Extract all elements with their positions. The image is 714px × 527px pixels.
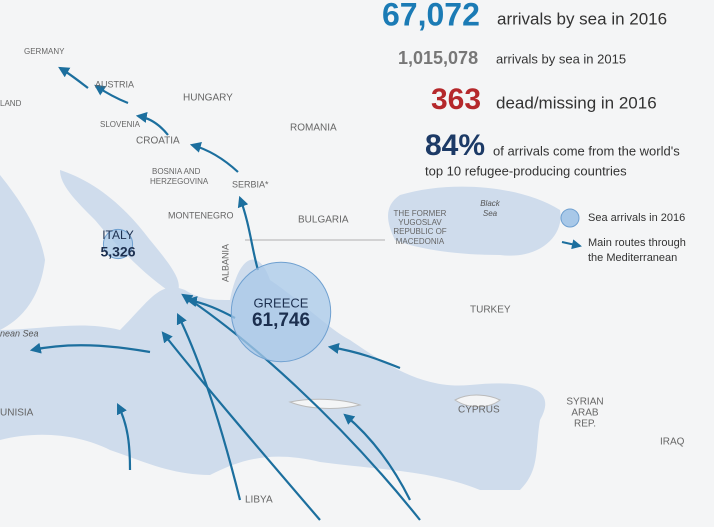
bubble-value: 61,746 xyxy=(252,310,310,331)
island xyxy=(454,394,501,408)
route-arrow xyxy=(327,343,401,370)
sea-label: nean Sea xyxy=(0,328,39,338)
country-label: ROMANIA xyxy=(290,123,337,134)
country-label: ALBANIA xyxy=(220,244,230,282)
country-label: YUGOSLAV xyxy=(398,218,442,227)
country-label: HERZEGOVINA xyxy=(150,177,209,186)
route-arrow xyxy=(161,331,321,521)
sea-label: Sea xyxy=(483,209,498,218)
route-arrow xyxy=(189,142,239,173)
bubble-label: GREECE xyxy=(254,295,309,310)
country-label: LAND xyxy=(0,99,22,108)
legend-label: the Mediterranean xyxy=(588,252,677,264)
stat-number: 363 xyxy=(431,83,481,116)
route-arrow xyxy=(237,195,260,271)
stat-number: 1,015,078 xyxy=(398,48,478,68)
country-label: HUNGARY xyxy=(183,93,233,104)
country-label: SYRIAN xyxy=(566,397,603,408)
country-label: MACEDONIA xyxy=(396,237,445,246)
route-arrow xyxy=(94,84,129,105)
sea xyxy=(0,259,546,490)
country-label: THE FORMER xyxy=(394,209,447,218)
route-arrow xyxy=(29,342,151,354)
legend-arrow xyxy=(561,239,582,250)
country-label: AUSTRIA xyxy=(95,79,134,89)
legend-label: Main routes through xyxy=(588,237,686,249)
route-arrow xyxy=(135,112,169,136)
arrival-bubble xyxy=(230,261,332,363)
bubble-label: ITALY xyxy=(102,228,134,242)
country-label: REPUBLIC OF xyxy=(393,227,446,236)
legend-label: Sea arrivals in 2016 xyxy=(588,212,685,224)
route-arrow xyxy=(343,413,411,501)
country-label: CYPRUS xyxy=(458,405,500,416)
country-label: LIBYA xyxy=(245,495,273,506)
legend-bubble xyxy=(560,208,580,228)
route-arrow xyxy=(181,293,421,521)
stat-text: of arrivals come from the world's xyxy=(493,143,680,158)
stat-number: 67,072 xyxy=(382,0,480,32)
routes xyxy=(29,66,421,521)
country-label: UNISIA xyxy=(0,408,34,419)
stat-text: arrivals by sea in 2015 xyxy=(496,51,626,66)
bubble-value: 5,326 xyxy=(100,244,135,260)
country-label: SLOVENIA xyxy=(100,120,141,129)
arrival-bubble xyxy=(102,228,134,260)
country-label: BULGARIA xyxy=(298,215,349,226)
country-label: CROATIA xyxy=(136,136,180,147)
country-label: GERMANY xyxy=(24,47,65,56)
stat-number: 84% xyxy=(425,129,485,162)
country-label: MONTENEGRO xyxy=(168,210,234,220)
stat-text: dead/missing in 2016 xyxy=(496,93,657,112)
country-label: TURKEY xyxy=(470,305,511,316)
country-label: BOSNIA AND xyxy=(152,167,201,176)
route-arrow xyxy=(58,66,89,89)
country-label: REP. xyxy=(574,419,596,430)
sea xyxy=(0,175,45,330)
sea-label: Black xyxy=(480,199,501,208)
country-label: IRAQ xyxy=(660,437,685,448)
route-arrow xyxy=(176,313,242,501)
stat-text: arrivals by sea in 2016 xyxy=(497,9,667,28)
country-label: SERBIA* xyxy=(232,179,269,189)
country-label: ARAB xyxy=(571,408,599,419)
stat-text: top 10 refugee-producing countries xyxy=(425,163,627,178)
sea xyxy=(388,186,561,256)
route-arrow xyxy=(117,403,132,471)
